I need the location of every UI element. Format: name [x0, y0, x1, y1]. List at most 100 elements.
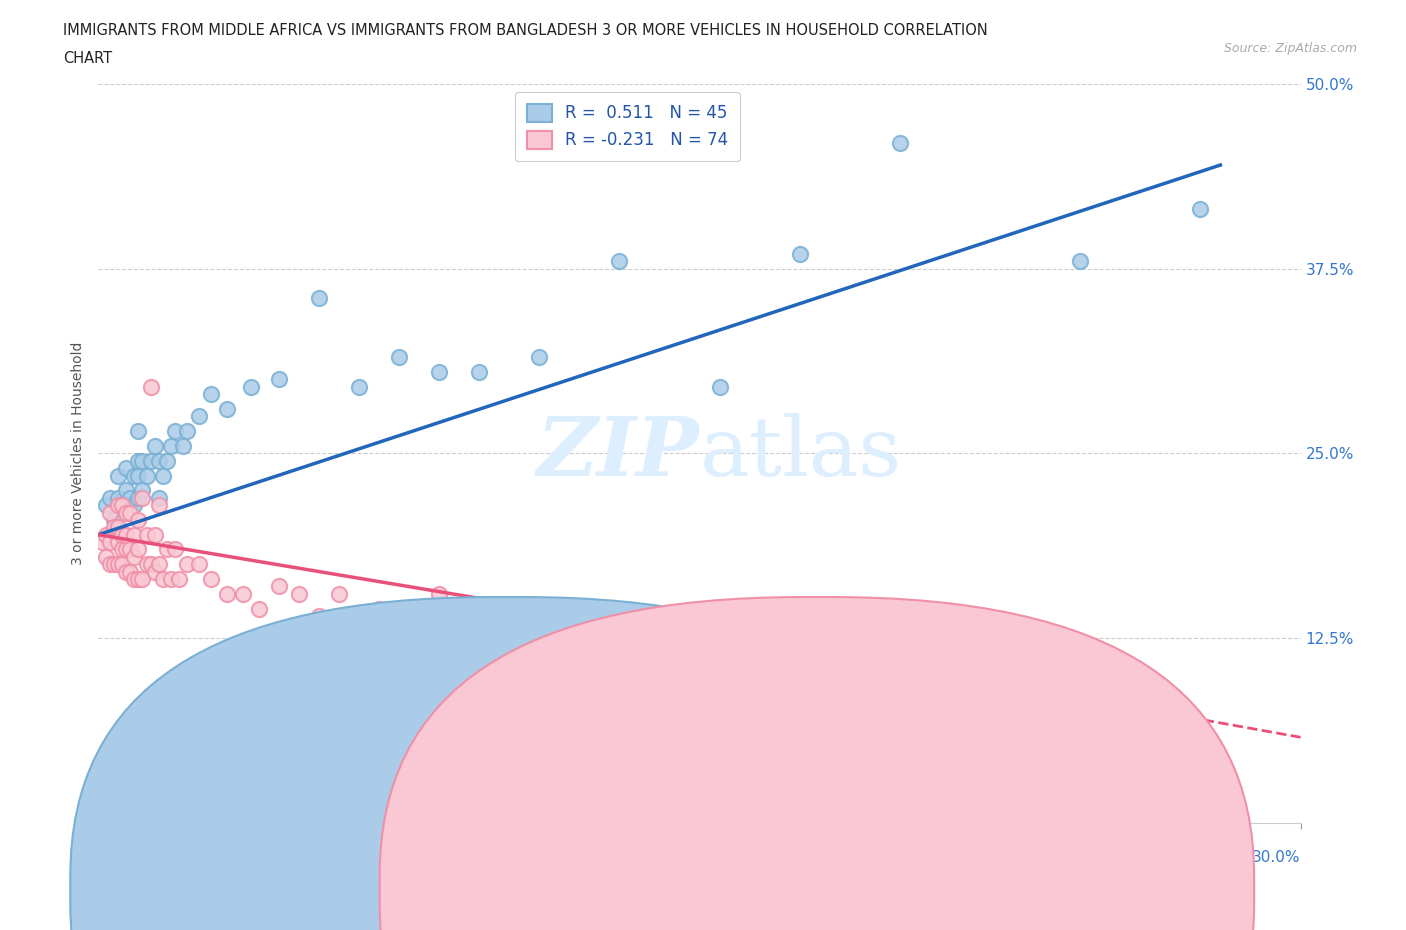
Point	[128, 468, 150, 483]
Point	[308, 608, 330, 623]
Point	[447, 608, 470, 623]
Point	[96, 527, 118, 542]
Point	[159, 572, 181, 587]
Point	[163, 424, 186, 439]
Point	[427, 587, 450, 602]
Point	[91, 535, 114, 550]
Point	[139, 453, 162, 468]
Point	[135, 468, 157, 483]
Point	[148, 498, 170, 512]
Point	[124, 498, 146, 512]
Point	[107, 498, 129, 512]
Point	[789, 246, 811, 261]
Point	[103, 557, 125, 572]
Point	[111, 542, 134, 557]
Point	[155, 453, 177, 468]
Point	[128, 572, 150, 587]
Point	[111, 557, 134, 572]
Point	[143, 527, 166, 542]
Point	[107, 490, 129, 505]
Point	[889, 705, 911, 720]
Text: CHART: CHART	[63, 51, 112, 66]
Legend: R =  0.511   N = 45, R = -0.231   N = 74: R = 0.511 N = 45, R = -0.231 N = 74	[515, 92, 740, 161]
Point	[187, 409, 209, 424]
Point	[267, 579, 290, 594]
Point	[232, 587, 254, 602]
Point	[124, 468, 146, 483]
Point	[529, 350, 551, 365]
Point	[115, 505, 138, 520]
Point	[124, 550, 146, 565]
Point	[111, 527, 134, 542]
Point	[427, 365, 450, 379]
Point	[215, 587, 238, 602]
Point	[131, 483, 153, 498]
Point	[139, 557, 162, 572]
Point	[96, 498, 118, 512]
Point	[368, 601, 391, 616]
Point	[347, 379, 370, 394]
Point	[200, 572, 222, 587]
Point	[988, 735, 1011, 750]
Point	[267, 372, 290, 387]
Point	[100, 535, 122, 550]
Point	[124, 527, 146, 542]
Y-axis label: 3 or more Vehicles in Household: 3 or more Vehicles in Household	[70, 341, 84, 565]
Point	[131, 490, 153, 505]
Point	[889, 136, 911, 151]
Point	[1109, 778, 1132, 793]
Point	[568, 638, 591, 653]
Point	[115, 527, 138, 542]
Point	[408, 616, 430, 631]
Text: atlas: atlas	[699, 413, 901, 494]
Point	[135, 557, 157, 572]
Point	[1189, 202, 1212, 217]
Point	[107, 557, 129, 572]
Point	[107, 468, 129, 483]
Point	[128, 453, 150, 468]
Point	[247, 601, 270, 616]
Point	[120, 542, 142, 557]
Point	[152, 468, 174, 483]
Point	[143, 565, 166, 579]
Point	[115, 542, 138, 557]
Point	[748, 668, 770, 683]
Point	[176, 557, 198, 572]
Point	[100, 557, 122, 572]
Point	[488, 616, 510, 631]
Point	[131, 453, 153, 468]
Point	[111, 498, 134, 512]
Point	[135, 527, 157, 542]
Point	[131, 572, 153, 587]
Point	[609, 645, 631, 660]
Point	[120, 490, 142, 505]
Text: Immigrants from Bangladesh: Immigrants from Bangladesh	[841, 883, 1063, 897]
Text: 30.0%: 30.0%	[1253, 850, 1301, 865]
Point	[200, 387, 222, 402]
Point	[288, 587, 311, 602]
Point	[808, 675, 831, 690]
Point	[128, 424, 150, 439]
Point	[120, 505, 142, 520]
Point	[159, 439, 181, 454]
Point	[148, 557, 170, 572]
Point	[1049, 756, 1071, 771]
Point	[100, 505, 122, 520]
Point	[529, 631, 551, 645]
Point	[709, 379, 731, 394]
Point	[468, 365, 491, 379]
Point	[139, 379, 162, 394]
Point	[1069, 254, 1091, 269]
Point	[688, 660, 710, 675]
Point	[609, 254, 631, 269]
Point	[172, 439, 194, 454]
Text: Immigrants from Middle Africa: Immigrants from Middle Africa	[531, 883, 763, 897]
Point	[115, 565, 138, 579]
Text: Source: ZipAtlas.com: Source: ZipAtlas.com	[1223, 42, 1357, 55]
Point	[128, 490, 150, 505]
Point	[103, 520, 125, 535]
Point	[103, 512, 125, 527]
Point	[152, 572, 174, 587]
Point	[187, 557, 209, 572]
Text: ZIP: ZIP	[537, 413, 699, 494]
